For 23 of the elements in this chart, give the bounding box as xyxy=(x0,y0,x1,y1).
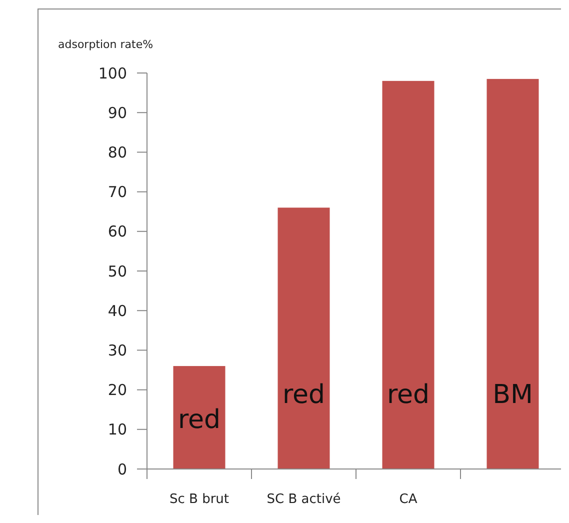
y-tick-label: 0 xyxy=(117,460,127,478)
bar xyxy=(173,366,226,469)
y-tick-label: 60 xyxy=(108,222,127,241)
bar xyxy=(278,208,330,469)
y-tick-label: 100 xyxy=(98,64,127,82)
annotation: red xyxy=(282,380,326,410)
annotation: red xyxy=(386,380,430,410)
x-tick-label: SC B activé xyxy=(266,492,341,507)
y-tick-label: 20 xyxy=(108,381,127,400)
x-tick-label: CA xyxy=(399,492,418,507)
bar xyxy=(486,78,539,469)
y-axis-title: adsorption rate% xyxy=(58,38,154,51)
y-tick-label: 50 xyxy=(108,262,127,280)
y-tick-label: 40 xyxy=(108,302,127,320)
x-tick-label: Sc B brut xyxy=(169,492,230,507)
annotation: red xyxy=(178,405,221,436)
bar xyxy=(382,80,434,469)
annotation: BM xyxy=(492,380,533,410)
y-tick-label: 70 xyxy=(108,183,127,202)
y-tick-label: 30 xyxy=(108,341,127,360)
y-tick-label: 80 xyxy=(108,143,127,162)
y-tick-label: 90 xyxy=(108,104,127,122)
y-tick-label: 10 xyxy=(108,420,127,439)
